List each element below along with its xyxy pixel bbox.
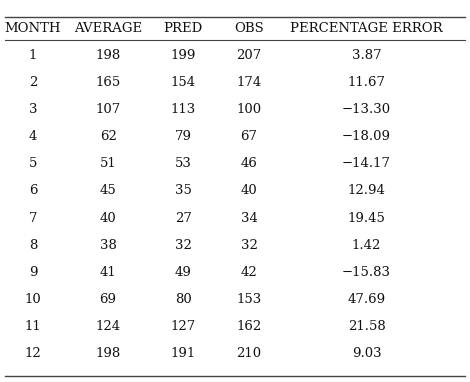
Text: 19.45: 19.45 bbox=[348, 212, 385, 225]
Text: 42: 42 bbox=[241, 266, 258, 279]
Text: 32: 32 bbox=[241, 239, 258, 252]
Text: 2: 2 bbox=[29, 76, 37, 89]
Text: 199: 199 bbox=[171, 49, 196, 62]
Text: 80: 80 bbox=[175, 293, 192, 306]
Text: 21.58: 21.58 bbox=[348, 320, 385, 333]
Text: 45: 45 bbox=[100, 185, 117, 197]
Text: 40: 40 bbox=[241, 185, 258, 197]
Text: 174: 174 bbox=[236, 76, 262, 89]
Text: PRED: PRED bbox=[164, 22, 203, 35]
Text: 11.67: 11.67 bbox=[348, 76, 385, 89]
Text: 34: 34 bbox=[241, 212, 258, 225]
Text: OBS: OBS bbox=[234, 22, 264, 35]
Text: −15.83: −15.83 bbox=[342, 266, 391, 279]
Text: 41: 41 bbox=[100, 266, 117, 279]
Text: 79: 79 bbox=[175, 130, 192, 143]
Text: 153: 153 bbox=[236, 293, 262, 306]
Text: 165: 165 bbox=[95, 76, 121, 89]
Text: 113: 113 bbox=[171, 103, 196, 116]
Text: 1.42: 1.42 bbox=[352, 239, 381, 252]
Text: 100: 100 bbox=[236, 103, 262, 116]
Text: 3.87: 3.87 bbox=[352, 49, 382, 62]
Text: 198: 198 bbox=[95, 347, 121, 360]
Text: 191: 191 bbox=[171, 347, 196, 360]
Text: 27: 27 bbox=[175, 212, 192, 225]
Text: 8: 8 bbox=[29, 239, 37, 252]
Text: 47.69: 47.69 bbox=[347, 293, 386, 306]
Text: 11: 11 bbox=[24, 320, 41, 333]
Text: 4: 4 bbox=[29, 130, 37, 143]
Text: 124: 124 bbox=[95, 320, 121, 333]
Text: 127: 127 bbox=[171, 320, 196, 333]
Text: −13.30: −13.30 bbox=[342, 103, 391, 116]
Text: 12.94: 12.94 bbox=[348, 185, 385, 197]
Text: MONTH: MONTH bbox=[5, 22, 61, 35]
Text: 207: 207 bbox=[236, 49, 262, 62]
Text: 67: 67 bbox=[241, 130, 258, 143]
Text: 12: 12 bbox=[24, 347, 41, 360]
Text: 38: 38 bbox=[100, 239, 117, 252]
Text: 107: 107 bbox=[95, 103, 121, 116]
Text: 1: 1 bbox=[29, 49, 37, 62]
Text: 154: 154 bbox=[171, 76, 196, 89]
Text: 10: 10 bbox=[24, 293, 41, 306]
Text: 9: 9 bbox=[29, 266, 37, 279]
Text: 5: 5 bbox=[29, 157, 37, 170]
Text: AVERAGE: AVERAGE bbox=[74, 22, 142, 35]
Text: 49: 49 bbox=[175, 266, 192, 279]
Text: 210: 210 bbox=[236, 347, 262, 360]
Text: 3: 3 bbox=[29, 103, 37, 116]
Text: 32: 32 bbox=[175, 239, 192, 252]
Text: 6: 6 bbox=[29, 185, 37, 197]
Text: 198: 198 bbox=[95, 49, 121, 62]
Text: 7: 7 bbox=[29, 212, 37, 225]
Text: 69: 69 bbox=[100, 293, 117, 306]
Text: 40: 40 bbox=[100, 212, 117, 225]
Text: 53: 53 bbox=[175, 157, 192, 170]
Text: 62: 62 bbox=[100, 130, 117, 143]
Text: 9.03: 9.03 bbox=[352, 347, 382, 360]
Text: 51: 51 bbox=[100, 157, 117, 170]
Text: −18.09: −18.09 bbox=[342, 130, 391, 143]
Text: PERCENTAGE ERROR: PERCENTAGE ERROR bbox=[290, 22, 443, 35]
Text: −14.17: −14.17 bbox=[342, 157, 391, 170]
Text: 162: 162 bbox=[236, 320, 262, 333]
Text: 35: 35 bbox=[175, 185, 192, 197]
Text: 46: 46 bbox=[241, 157, 258, 170]
